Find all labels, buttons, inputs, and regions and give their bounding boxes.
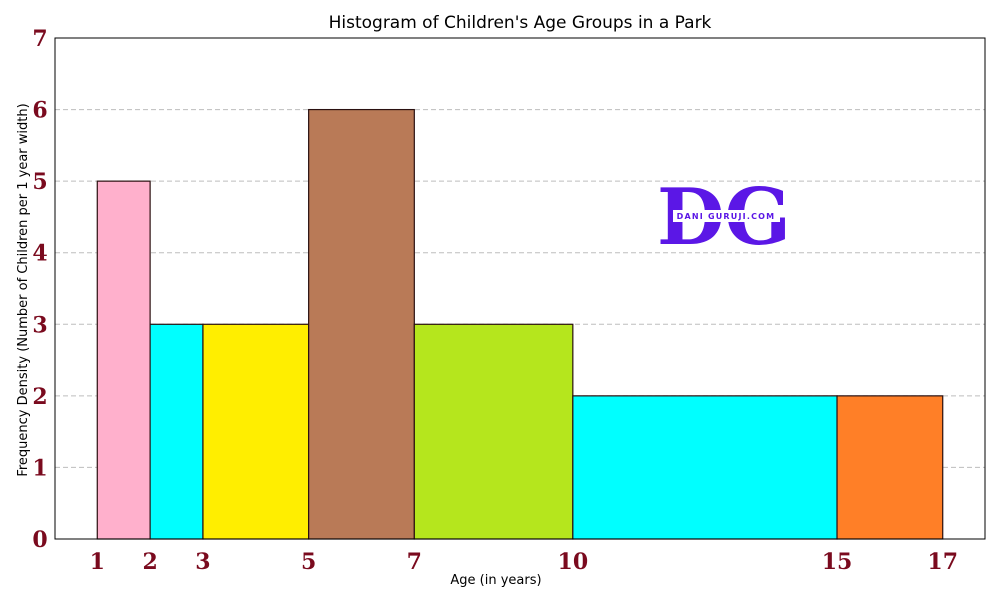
chart-title: Histogram of Children's Age Groups in a … [329,13,712,33]
x-tick-label: 7 [407,549,422,575]
y-tick-label: 5 [32,169,47,195]
y-tick-label: 1 [32,455,47,481]
y-tick-label: 2 [32,384,47,410]
x-axis-ticks: 1 2 3 5 7 10 15 17 [90,549,958,575]
histogram-bar [149,323,204,540]
plot-frame [54,37,986,540]
x-tick-label: 17 [927,549,958,575]
y-tick-label: 6 [32,98,47,124]
histogram-bar [96,180,151,540]
x-tick-label: 10 [558,549,589,575]
x-axis-label: Age (in years) [450,573,541,588]
y-tick-label: 3 [32,312,47,338]
histogram-bar [572,395,838,540]
x-tick-label: 3 [195,549,210,575]
y-axis-ticks: 0 1 2 3 4 5 6 7 [32,26,47,553]
y-tick-label: 0 [32,527,47,553]
x-tick-label: 2 [142,549,157,575]
histogram-bars [96,108,944,540]
watermark-text: DANI GURUJI.COM [677,212,776,221]
y-axis-label: Frequency Density (Number of Children pe… [16,103,31,476]
y-tick-label: 4 [32,241,47,267]
histogram-bar [308,108,415,540]
histogram-bar [836,395,944,540]
y-tick-label: 7 [32,26,47,52]
watermark-logo: DG DANI GURUJI.COM [657,172,791,263]
x-tick-label: 15 [822,549,853,575]
x-tick-label: 5 [301,549,316,575]
x-tick-label: 1 [90,549,105,575]
histogram-bar [413,323,574,540]
watermark-band-gap [673,210,780,222]
histogram-bar [202,323,310,540]
